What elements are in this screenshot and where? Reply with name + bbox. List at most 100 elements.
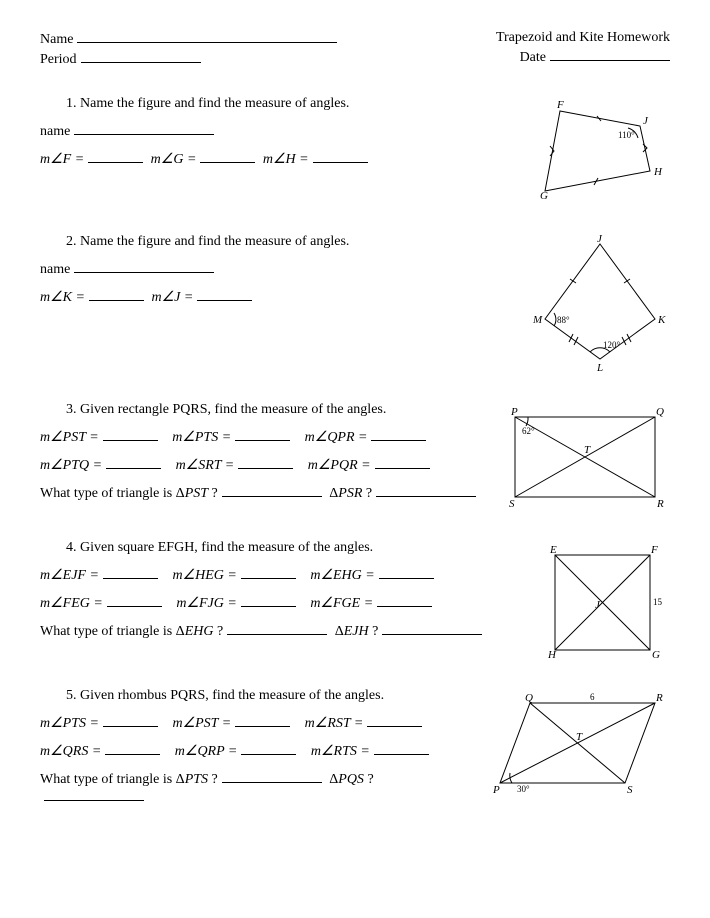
- q2-name-blank[interactable]: [74, 260, 214, 273]
- q3-lbl-T: T: [584, 444, 591, 456]
- q4-a6: m∠FGE =: [310, 596, 373, 611]
- q3-a4-blank[interactable]: [106, 456, 161, 469]
- q3-angle-62: 62°: [522, 426, 535, 436]
- q3-a5-blank[interactable]: [238, 456, 293, 469]
- date-label: Date: [520, 50, 546, 66]
- q3-a2: m∠PTS =: [172, 430, 231, 445]
- q5-t2: PQS: [338, 772, 364, 787]
- q3-a2-blank[interactable]: [235, 428, 290, 441]
- q2-a1-blank[interactable]: [89, 288, 144, 301]
- q1-name-label: name: [40, 124, 70, 139]
- q4-a3-blank[interactable]: [379, 566, 434, 579]
- q2-angle-88: 88°: [557, 315, 570, 325]
- q2-a2: m∠J =: [151, 290, 193, 305]
- q4-figure: E F G H J 15: [540, 540, 670, 660]
- name-blank[interactable]: [77, 30, 337, 43]
- problem-2: Name the figure and find the measure of …: [40, 234, 670, 374]
- period-label: Period: [40, 52, 77, 68]
- q3-a1-blank[interactable]: [103, 428, 158, 441]
- q5-lbl-P: P: [492, 784, 500, 796]
- q4-t2-blank[interactable]: [382, 622, 482, 635]
- q1-a2-blank[interactable]: [200, 150, 255, 163]
- q1-a1-blank[interactable]: [88, 150, 143, 163]
- q3-a4: m∠PTQ =: [40, 458, 102, 473]
- q3-a3-blank[interactable]: [371, 428, 426, 441]
- q3-lbl-Q: Q: [656, 406, 664, 418]
- q5-a2-blank[interactable]: [235, 714, 290, 727]
- q4-a4-blank[interactable]: [107, 594, 162, 607]
- q5-side-6: 6: [590, 692, 595, 702]
- worksheet-header: Name Period Trapezoid and Kite Homework …: [40, 30, 670, 68]
- q5-lbl-R: R: [655, 692, 663, 704]
- q3-a3: m∠QPR =: [305, 430, 368, 445]
- q5-a4-blank[interactable]: [105, 742, 160, 755]
- q2-prompt: Name the figure and find the measure of …: [80, 234, 520, 250]
- q3-t1-blank[interactable]: [222, 484, 322, 497]
- problem-4: Given square EFGH, find the measure of t…: [40, 540, 670, 660]
- q4-prompt: Given square EFGH, find the measure of t…: [80, 540, 530, 556]
- q2-lbl-J: J: [597, 234, 603, 245]
- q4-a1: m∠EJF =: [40, 568, 99, 583]
- q2-lbl-K: K: [657, 314, 666, 326]
- q1-a2: m∠G =: [151, 152, 197, 167]
- q3-lbl-R: R: [656, 498, 664, 510]
- q5-t2-blank[interactable]: [44, 788, 144, 801]
- q3-a6: m∠PQR =: [308, 458, 371, 473]
- q5-a5-blank[interactable]: [241, 742, 296, 755]
- problem-1: Name the figure and find the measure of …: [40, 96, 670, 206]
- q3-a5: m∠SRT =: [176, 458, 235, 473]
- q2-a1: m∠K =: [40, 290, 85, 305]
- worksheet-title: Trapezoid and Kite Homework: [496, 30, 670, 46]
- period-blank[interactable]: [81, 50, 201, 63]
- q5-t1: PTS: [185, 772, 208, 787]
- q5-a1: m∠PTS =: [40, 716, 99, 731]
- q4-a2-blank[interactable]: [241, 566, 296, 579]
- q4-lbl-F: F: [650, 544, 658, 556]
- q4-a1-blank[interactable]: [103, 566, 158, 579]
- q3-lbl-P: P: [510, 406, 518, 418]
- q5-a3: m∠RST =: [305, 716, 364, 731]
- q5-a4: m∠QRS =: [40, 744, 101, 759]
- q5-figure: Q R S P T 30° 6: [490, 688, 670, 798]
- date-blank[interactable]: [550, 48, 670, 61]
- q3-a1: m∠PST =: [40, 430, 99, 445]
- q1-a1: m∠F =: [40, 152, 84, 167]
- q1-a3-blank[interactable]: [313, 150, 368, 163]
- q5-lbl-S: S: [627, 784, 633, 796]
- q3-prompt: Given rectangle PQRS, find the measure o…: [80, 402, 490, 418]
- q5-a1-blank[interactable]: [103, 714, 158, 727]
- q4-t1: EHG: [185, 624, 214, 639]
- q4-t1-blank[interactable]: [227, 622, 327, 635]
- q2-angle-120: 120°: [603, 340, 621, 350]
- q3-t2: PSR: [338, 486, 362, 501]
- q4-a2: m∠HEG =: [172, 568, 236, 583]
- q5-a2: m∠PST =: [172, 716, 231, 731]
- q3-t2-blank[interactable]: [376, 484, 476, 497]
- q2-a2-blank[interactable]: [197, 288, 252, 301]
- q3-a6-blank[interactable]: [375, 456, 430, 469]
- q4-a3: m∠EHG =: [310, 568, 374, 583]
- q4-side-15: 15: [653, 597, 663, 607]
- q2-name-label: name: [40, 262, 70, 277]
- q2-lbl-L: L: [596, 362, 603, 374]
- q4-lbl-G: G: [652, 649, 660, 660]
- q1-lbl-G: G: [540, 190, 548, 202]
- q1-figure: F J H G 110°: [530, 96, 670, 206]
- q5-lbl-Q: Q: [525, 692, 533, 704]
- q5-a6-blank[interactable]: [374, 742, 429, 755]
- q4-a6-blank[interactable]: [377, 594, 432, 607]
- name-label: Name: [40, 32, 73, 48]
- q5-t1-blank[interactable]: [222, 770, 322, 783]
- q5-a5: m∠QRP =: [175, 744, 238, 759]
- q2-figure: J K L M 88° 120°: [530, 234, 670, 374]
- q1-name-blank[interactable]: [74, 122, 214, 135]
- q5-lbl-T: T: [576, 731, 583, 743]
- q5-angle-30: 30°: [517, 784, 530, 794]
- q5-a3-blank[interactable]: [367, 714, 422, 727]
- q4-a5-blank[interactable]: [241, 594, 296, 607]
- q3-tri-q: What type of triangle is Δ: [40, 486, 185, 501]
- q1-angle-110: 110°: [618, 130, 635, 140]
- q1-lbl-J: J: [643, 115, 649, 127]
- problem-5: Given rhombus PQRS, find the measure of …: [40, 688, 670, 816]
- q5-tri-q: What type of triangle is Δ: [40, 772, 185, 787]
